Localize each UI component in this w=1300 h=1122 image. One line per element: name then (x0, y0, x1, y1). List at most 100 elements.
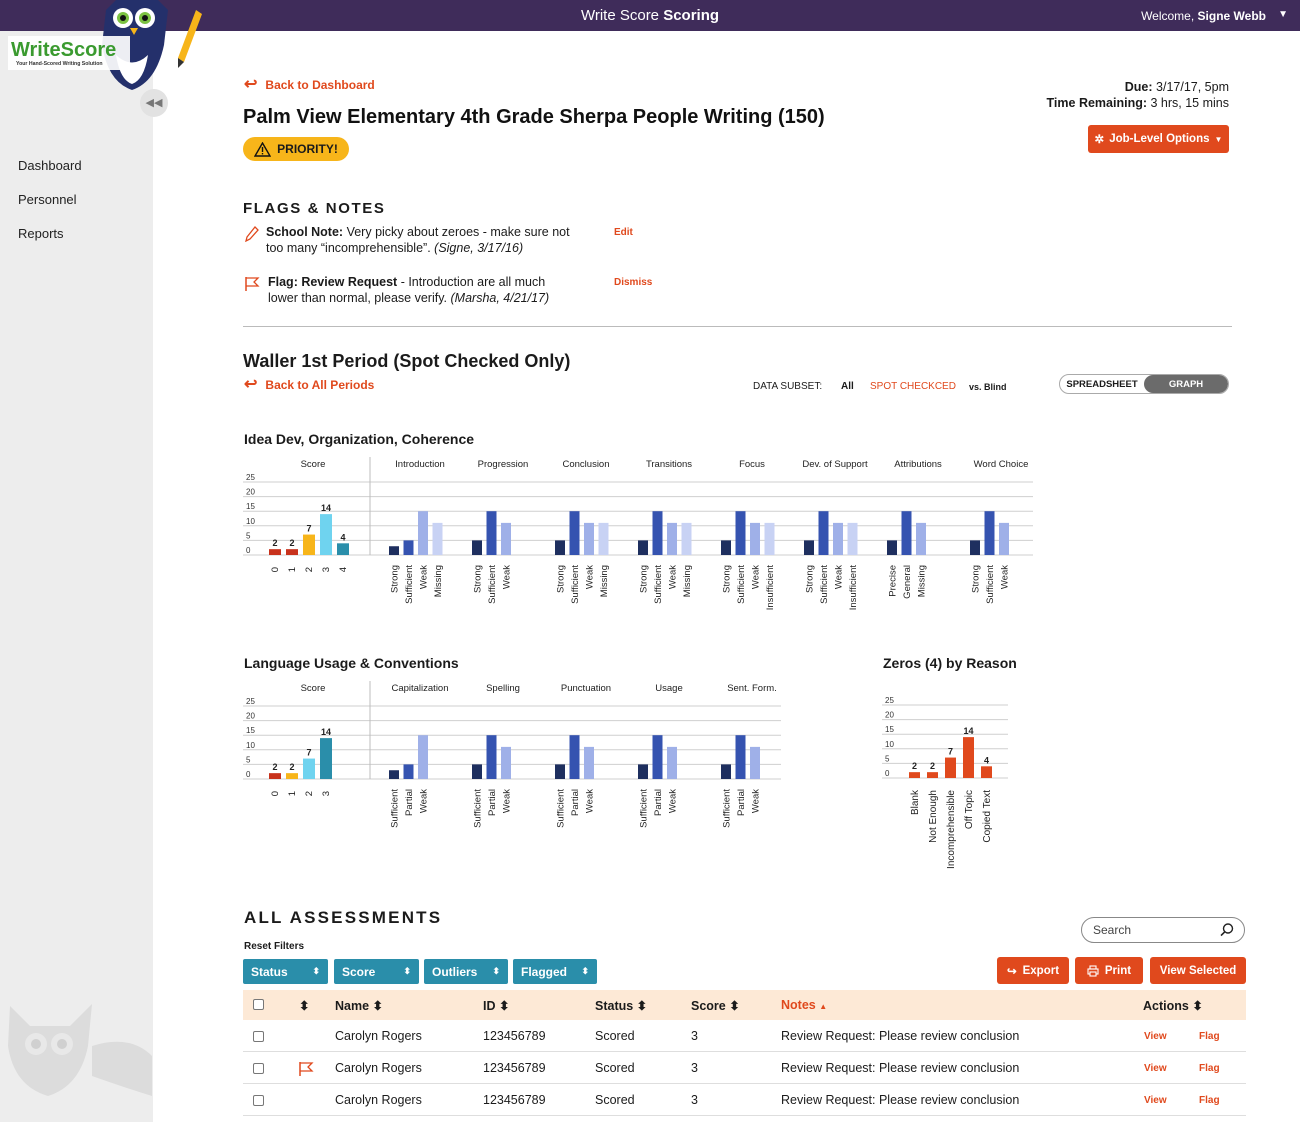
row-notes: Review Request: Please review conclusion (781, 1029, 1020, 1043)
row-flag-link[interactable]: Flag (1199, 1095, 1220, 1106)
chart-zeros: 0 5 10 15 20 25 2 Blank 2 Not Enough 7 Incomprehens… (882, 696, 1008, 869)
bar (721, 764, 731, 779)
view-selected-button[interactable]: View Selected (1150, 957, 1246, 984)
score-bar (320, 738, 332, 779)
y-tick-label: 20 (246, 712, 255, 721)
bar (501, 746, 511, 779)
gear-icon: ✲ (1094, 134, 1105, 146)
score-column-header[interactable]: Score ⬍ (691, 999, 740, 1013)
x-tick-label: Sufficient (819, 565, 830, 604)
name-column-header[interactable]: Name ⬍ (335, 999, 383, 1013)
bar (652, 511, 663, 555)
bar (418, 735, 428, 779)
dismiss-flag-link[interactable]: Dismiss (614, 277, 653, 288)
sidebar-item-personnel[interactable]: Personnel (18, 192, 77, 207)
x-tick-label: Strong (556, 565, 567, 593)
bar (638, 540, 648, 555)
bar (735, 511, 746, 555)
back-to-dashboard-link[interactable]: ↩ Back to Dashboard (244, 76, 375, 93)
bar (721, 540, 731, 555)
x-tick-label: General (902, 565, 913, 599)
export-button[interactable]: ↪ Export (997, 957, 1069, 984)
chevron-down-icon[interactable]: ▼ (1278, 9, 1288, 20)
bar (389, 546, 399, 555)
bar (984, 511, 995, 555)
user-menu[interactable]: Welcome, Signe Webb (1141, 9, 1266, 23)
row-view-link[interactable]: View (1144, 1095, 1167, 1106)
row-status: Scored (595, 1093, 635, 1107)
bar (735, 735, 746, 779)
back-to-all-periods-link[interactable]: ↩ Back to All Periods (244, 376, 375, 393)
page-title: Palm View Elementary 4th Grade Sherpa Pe… (243, 106, 825, 128)
flagged-filter[interactable]: Flagged ⬍ (513, 959, 597, 984)
score-filter[interactable]: Score ⬍ (334, 959, 419, 984)
x-tick-label: Sufficient (570, 565, 581, 604)
spreadsheet-view-button[interactable]: SPREADSHEET (1066, 378, 1138, 390)
flag-sort-icon[interactable]: ⬍ (299, 999, 310, 1013)
x-tick-label: Weak (585, 789, 596, 813)
x-tick-label: Weak (668, 789, 679, 813)
row-checkbox[interactable] (253, 1063, 264, 1074)
bar (486, 735, 497, 779)
id-column-header[interactable]: ID ⬍ (483, 999, 510, 1013)
row-checkbox[interactable] (253, 1095, 264, 1106)
school-note: School Note: Very picky about zeroes - m… (266, 225, 570, 255)
bar (887, 540, 897, 555)
search-input[interactable]: Search (1081, 917, 1245, 943)
chart-title-language: Language Usage & Conventions (244, 655, 459, 671)
notes-column-header[interactable]: Notes ▲ (781, 998, 828, 1012)
bar (486, 511, 497, 555)
y-tick-label: 5 (246, 531, 251, 540)
x-tick-label: Weak (419, 565, 430, 589)
print-button[interactable]: Print (1075, 957, 1143, 984)
row-checkbox[interactable] (253, 1031, 264, 1042)
collapse-sidebar-button[interactable]: ◀◀ (140, 89, 168, 117)
bar (418, 511, 428, 555)
select-all-checkbox[interactable] (253, 999, 264, 1010)
bar (804, 540, 814, 555)
subset-all-option[interactable]: All (841, 381, 854, 392)
x-tick-label: 3 (321, 567, 332, 572)
data-label: 2 (930, 761, 935, 771)
x-tick-label: Off Topic (964, 790, 975, 829)
row-score: 3 (691, 1061, 698, 1075)
bar (916, 522, 926, 555)
status-column-header[interactable]: Status ⬍ (595, 999, 648, 1013)
x-tick-label: Insufficient (848, 565, 859, 611)
sidebar-item-dashboard[interactable]: Dashboard (18, 158, 82, 173)
sidebar-item-reports[interactable]: Reports (18, 226, 64, 241)
group-label: Capitalization (391, 683, 448, 694)
row-flag-link[interactable]: Flag (1199, 1063, 1220, 1074)
graph-view-button[interactable]: GRAPH (1144, 375, 1228, 393)
x-tick-label: Weak (751, 789, 762, 813)
bar (901, 511, 912, 555)
zero-reason-bar (981, 766, 992, 778)
x-tick-label: Strong (473, 565, 484, 593)
score-bar (303, 534, 315, 555)
flag-icon[interactable] (298, 1061, 314, 1077)
y-tick-label: 5 (246, 755, 251, 764)
row-view-link[interactable]: View (1144, 1031, 1167, 1042)
row-flag-link[interactable]: Flag (1199, 1031, 1220, 1042)
zero-reason-bar (945, 757, 956, 778)
actions-column-header[interactable]: Actions ⬍ (1143, 999, 1203, 1013)
row-id: 123456789 (483, 1093, 546, 1107)
x-tick-label: Blank (910, 789, 921, 815)
zero-reason-bar (927, 772, 938, 778)
score-group-label: Score (301, 459, 326, 470)
data-label: 2 (272, 762, 277, 772)
subset-vs-blind-option[interactable]: vs. Blind (969, 382, 1007, 392)
data-label: 4 (340, 532, 345, 542)
bar (833, 522, 843, 555)
y-tick-label: 25 (246, 473, 255, 482)
subset-spot-checked-option[interactable]: SPOT CHECKCED (870, 381, 956, 392)
outliers-filter[interactable]: Outliers ⬍ (424, 959, 508, 984)
search-icon (1220, 923, 1234, 937)
edit-note-link[interactable]: Edit (614, 227, 633, 238)
pencil-icon (245, 226, 259, 242)
row-view-link[interactable]: View (1144, 1063, 1167, 1074)
job-level-options-button[interactable]: ✲ Job-Level Options ▼ (1088, 125, 1229, 153)
reset-filters-link[interactable]: Reset Filters (244, 941, 305, 952)
status-filter[interactable]: Status ⬍ (243, 959, 328, 984)
bar (681, 522, 692, 555)
